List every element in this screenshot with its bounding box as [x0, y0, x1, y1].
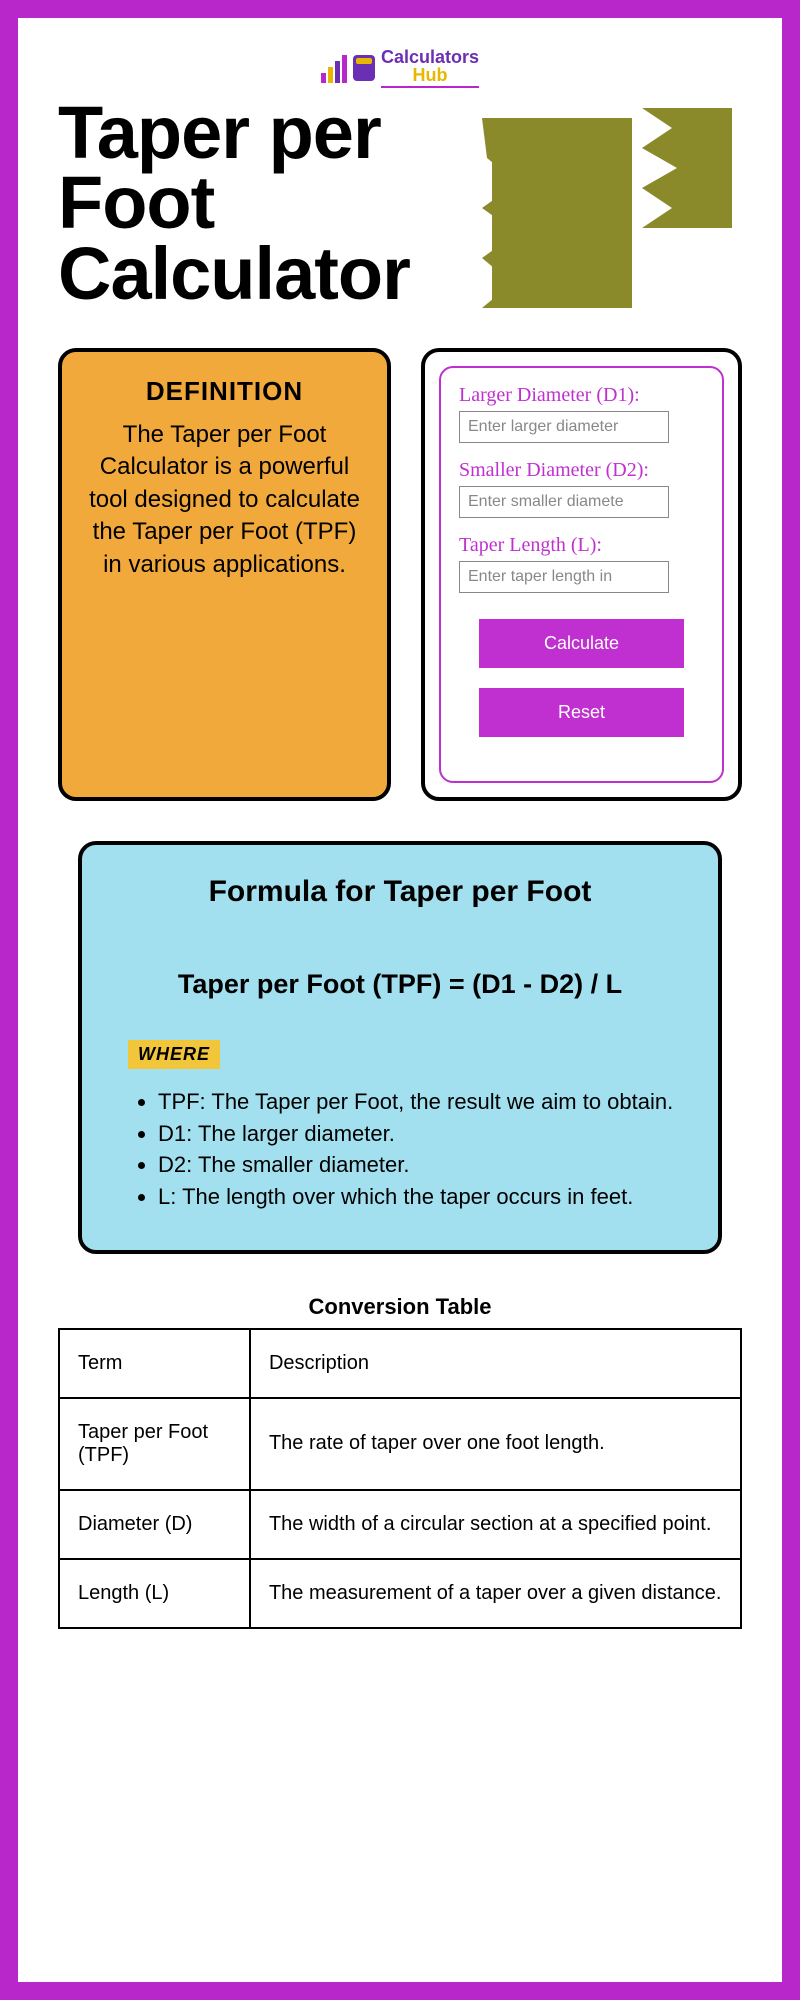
- formula-item: L: The length over which the taper occur…: [158, 1182, 682, 1212]
- field-l: Taper Length (L):: [459, 534, 704, 593]
- label-d2: Smaller Diameter (D2):: [459, 459, 704, 482]
- calculator-panel: Larger Diameter (D1): Smaller Diameter (…: [421, 348, 742, 801]
- reset-button[interactable]: Reset: [479, 688, 684, 737]
- td-term: Taper per Foot (TPF): [59, 1398, 250, 1490]
- definition-box: DEFINITION The Taper per Foot Calculator…: [58, 348, 391, 801]
- table-row: Taper per Foot (TPF) The rate of taper o…: [59, 1398, 741, 1490]
- page: Calculators Hub Taper per Foot Calculato…: [18, 18, 782, 1982]
- formula-item: TPF: The Taper per Foot, the result we a…: [158, 1087, 682, 1117]
- td-term: Length (L): [59, 1559, 250, 1628]
- logo-calc-icon: [353, 55, 375, 81]
- logo-text-2: Hub: [381, 66, 479, 88]
- input-d2[interactable]: [459, 486, 669, 518]
- table-title: Conversion Table: [58, 1294, 742, 1320]
- conversion-table: Term Description Taper per Foot (TPF) Th…: [58, 1328, 742, 1629]
- formula-list: TPF: The Taper per Foot, the result we a…: [118, 1087, 682, 1212]
- field-d2: Smaller Diameter (D2):: [459, 459, 704, 518]
- input-d1[interactable]: [459, 411, 669, 443]
- td-desc: The width of a circular section at a spe…: [250, 1490, 741, 1559]
- th-term: Term: [59, 1329, 250, 1398]
- td-desc: The rate of taper over one foot length.: [250, 1398, 741, 1490]
- logo-bars-icon: [321, 53, 347, 83]
- page-title: Taper per Foot Calculator: [58, 98, 442, 309]
- label-l: Taper Length (L):: [459, 534, 704, 557]
- definition-heading: DEFINITION: [82, 376, 367, 407]
- logo: Calculators Hub: [58, 48, 742, 88]
- hero: Taper per Foot Calculator: [58, 98, 742, 328]
- formula-heading: Formula for Taper per Foot: [118, 875, 682, 909]
- formula-expression: Taper per Foot (TPF) = (D1 - D2) / L: [118, 969, 682, 1000]
- td-desc: The measurement of a taper over a given …: [250, 1559, 741, 1628]
- logo-text-1: Calculators: [381, 48, 479, 66]
- calculate-button[interactable]: Calculate: [479, 619, 684, 668]
- th-desc: Description: [250, 1329, 741, 1398]
- definition-text: The Taper per Foot Calculator is a power…: [82, 419, 367, 581]
- where-tag: WHERE: [128, 1040, 220, 1069]
- input-l[interactable]: [459, 561, 669, 593]
- table-row: Term Description: [59, 1329, 741, 1398]
- formula-item: D2: The smaller diameter.: [158, 1150, 682, 1180]
- td-term: Diameter (D): [59, 1490, 250, 1559]
- formula-box: Formula for Taper per Foot Taper per Foo…: [78, 841, 722, 1254]
- field-d1: Larger Diameter (D1):: [459, 384, 704, 443]
- table-row: Length (L) The measurement of a taper ov…: [59, 1559, 741, 1628]
- formula-item: D1: The larger diameter.: [158, 1119, 682, 1149]
- table-row: Diameter (D) The width of a circular sec…: [59, 1490, 741, 1559]
- label-d1: Larger Diameter (D1):: [459, 384, 704, 407]
- decorative-shapes: [462, 108, 742, 328]
